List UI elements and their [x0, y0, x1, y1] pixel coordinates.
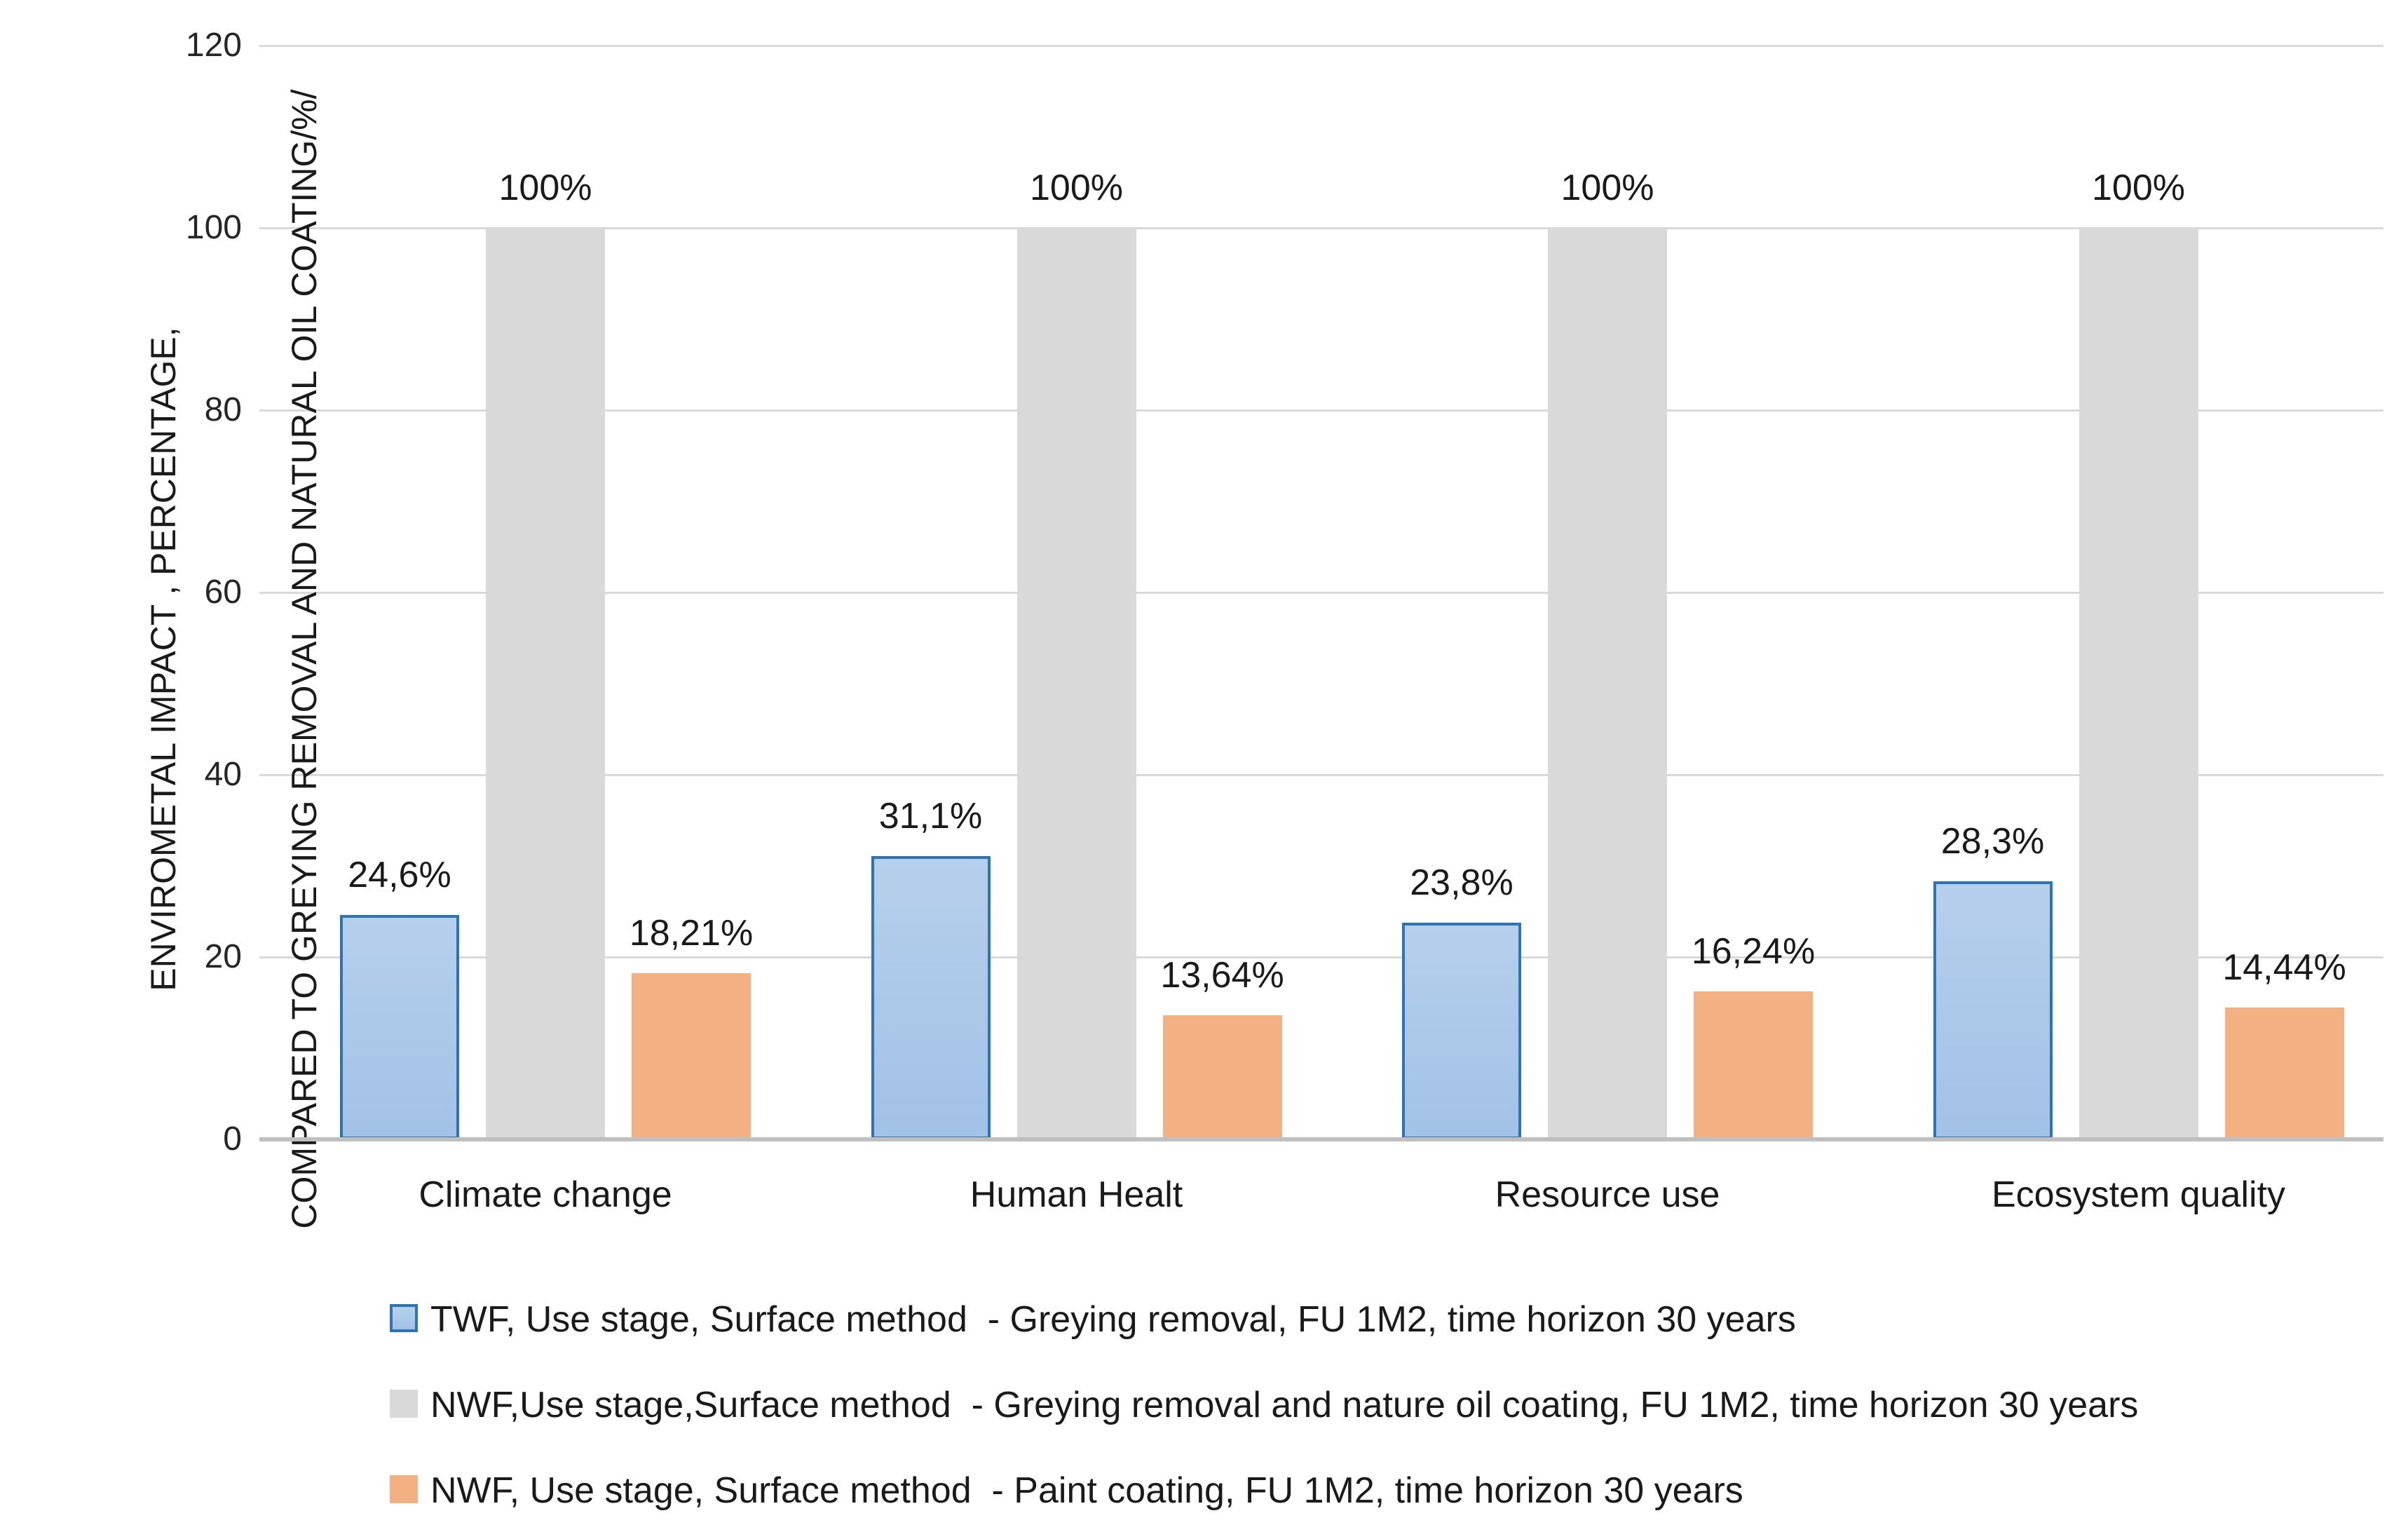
bar-human-healt-nwf-paint — [1162, 1015, 1282, 1139]
data-label-resource-use-twf-greying-removal: 23,8% — [1410, 862, 1513, 903]
legend-label-nwf-greying-oil: NWF,Use stage,Surface method - Greying r… — [430, 1385, 2139, 1425]
legend-swatch-twf-greying-removal — [390, 1304, 418, 1332]
data-label-human-healt-twf-greying-removal: 31,1% — [878, 795, 983, 836]
data-label-ecosystem-quality-nwf-paint: 14,44% — [2222, 947, 2346, 989]
data-label-human-healt-nwf-paint: 13,64% — [1160, 954, 1284, 996]
bar-ecosystem-quality-nwf-greying-oil — [2079, 228, 2198, 1139]
category-label-climate-change: Climate change — [419, 1174, 672, 1215]
data-label-resource-use-nwf-paint: 16,24% — [1691, 930, 1816, 972]
y-axis-title-line-2: COMPARED TO GREYING REMOVAL AND NATURAL … — [285, 89, 324, 1229]
data-label-climate-change-nwf-paint: 18,21% — [629, 913, 754, 954]
legend-swatch-nwf-greying-oil — [390, 1390, 418, 1418]
legend-item-twf-greying-removal: TWF, Use stage, Surface method - Greying… — [390, 1299, 2138, 1341]
bar-ecosystem-quality-twf-greying-removal — [1933, 881, 2053, 1139]
bar-resource-use-twf-greying-removal — [1402, 922, 1521, 1139]
legend-swatch-nwf-paint — [390, 1475, 418, 1503]
data-label-resource-use-nwf-greying-oil: 100% — [1560, 168, 1654, 208]
legend: TWF, Use stage, Surface method - Greying… — [390, 1299, 2138, 1539]
y-tick-label-60: 60 — [204, 574, 242, 611]
bar-resource-use-nwf-greying-oil — [1548, 228, 1667, 1139]
gridline-100 — [259, 226, 2383, 229]
y-tick-label-40: 40 — [204, 756, 242, 793]
data-label-human-healt-nwf-greying-oil: 100% — [1030, 168, 1123, 208]
bar-climate-change-nwf-greying-oil — [486, 228, 605, 1139]
gridline-60 — [259, 591, 2383, 594]
y-tick-label-20: 20 — [204, 938, 242, 975]
y-tick-label-80: 80 — [204, 391, 242, 428]
bar-human-healt-nwf-greying-oil — [1016, 228, 1136, 1139]
bar-resource-use-nwf-paint — [1694, 991, 1813, 1139]
gridline-120 — [259, 44, 2383, 47]
y-tick-label-100: 100 — [185, 209, 242, 246]
bar-climate-change-twf-greying-removal — [340, 915, 459, 1139]
legend-label-twf-greying-removal: TWF, Use stage, Surface method - Greying… — [430, 1299, 1796, 1340]
bar-human-healt-twf-greying-removal — [871, 855, 991, 1139]
x-axis-line — [259, 1137, 2383, 1141]
category-label-ecosystem-quality: Ecosystem quality — [1991, 1174, 2286, 1215]
category-label-resource-use: Resource use — [1495, 1174, 1720, 1215]
gridline-80 — [259, 409, 2383, 412]
category-label-human-healt: Human Healt — [970, 1174, 1183, 1215]
legend-item-nwf-paint: NWF, Use stage, Surface method - Paint c… — [390, 1470, 2138, 1512]
y-tick-label-0: 0 — [223, 1120, 242, 1158]
data-label-climate-change-twf-greying-removal: 24,6% — [348, 855, 451, 896]
gridline-20 — [259, 956, 2383, 958]
y-tick-label-120: 120 — [185, 27, 242, 64]
legend-label-nwf-paint: NWF, Use stage, Surface method - Paint c… — [430, 1470, 1743, 1511]
data-label-climate-change-nwf-greying-oil: 100% — [498, 168, 592, 208]
legend-item-nwf-greying-oil: NWF,Use stage,Surface method - Greying r… — [390, 1384, 2138, 1426]
data-label-ecosystem-quality-twf-greying-removal: 28,3% — [1940, 821, 2045, 862]
bar-ecosystem-quality-nwf-paint — [2224, 1008, 2344, 1139]
bar-climate-change-nwf-paint — [632, 973, 751, 1139]
data-label-ecosystem-quality-nwf-greying-oil: 100% — [2092, 168, 2185, 208]
gridline-40 — [259, 773, 2383, 776]
